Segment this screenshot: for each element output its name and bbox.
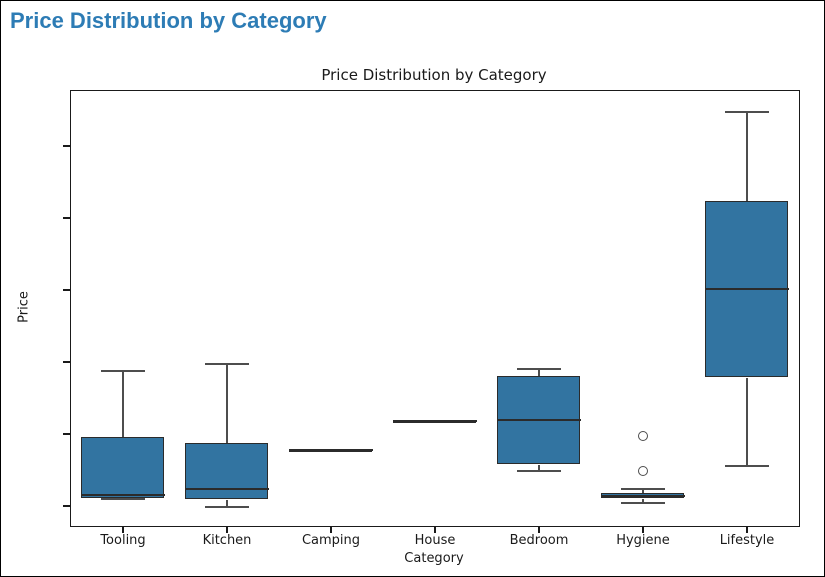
box-lifestyle [705, 201, 788, 378]
whisker-cap-camping [309, 448, 353, 451]
median-lifestyle [705, 287, 789, 290]
y-axis-tick [63, 505, 70, 507]
y-axis-tick [63, 433, 70, 435]
whisker-cap-tooling [101, 370, 145, 373]
page-title: Price Distribution by Category [10, 8, 327, 33]
box-bedroom [497, 375, 580, 465]
whisker-cap-lifestyle [725, 464, 769, 467]
chart-title: Price Distribution by Category [321, 66, 547, 84]
box-kitchen [185, 442, 268, 499]
median-camping [289, 448, 373, 451]
x-tick-label-tooling: Tooling [100, 533, 146, 548]
whisker-kitchen [226, 499, 228, 507]
box-tooling [81, 436, 164, 499]
whisker-cap-camping [309, 448, 353, 451]
x-axis-tick [642, 527, 644, 533]
median-hygiene [601, 494, 685, 497]
median-kitchen [185, 488, 269, 491]
box-house [393, 421, 476, 424]
x-axis-label: Category [404, 551, 464, 566]
whisker-cap-bedroom [517, 470, 561, 473]
whisker-cap-house [413, 420, 457, 423]
x-axis-tick [122, 527, 124, 533]
y-axis-tick [63, 217, 70, 219]
y-axis-tick [63, 361, 70, 363]
y-axis-label: Price [16, 291, 32, 323]
whisker-cap-house [413, 420, 457, 423]
x-tick-label-bedroom: Bedroom [509, 533, 569, 548]
x-axis-tick [330, 527, 332, 533]
x-axis-tick [746, 527, 748, 533]
median-bedroom [497, 418, 581, 421]
x-tick-label-lifestyle: Lifestyle [719, 533, 775, 548]
whisker-kitchen [226, 364, 228, 443]
whisker-cap-kitchen [205, 505, 249, 508]
whisker-lifestyle [746, 378, 748, 466]
whisker-cap-kitchen [205, 363, 249, 366]
box-hygiene [601, 492, 684, 499]
whisker-lifestyle [746, 111, 748, 202]
whisker-bedroom [538, 465, 540, 472]
x-axis-tick [226, 527, 228, 533]
whisker-hygiene [642, 499, 644, 503]
plot-area: Tooling Kitchen Camping House Bedroom Hygiene… [63, 90, 800, 548]
whisker-cap-hygiene [621, 501, 665, 504]
x-axis-tick [434, 527, 436, 533]
x-tick-label-hygiene: Hygiene [616, 533, 670, 548]
whisker-cap-bedroom [517, 367, 561, 370]
whisker-bedroom [538, 368, 540, 376]
whisker-cap-hygiene [621, 488, 665, 491]
box-camping [289, 449, 372, 452]
whisker-cap-tooling [101, 498, 145, 501]
median-house [393, 420, 477, 423]
y-axis-tick [63, 145, 70, 147]
x-axis-tick [538, 527, 540, 533]
outlier-hygiene [638, 430, 648, 441]
outlier-hygiene [638, 466, 648, 477]
y-axis-tick [63, 289, 70, 291]
median-tooling [81, 494, 165, 497]
whisker-tooling [122, 371, 124, 437]
x-tick-label-camping: Camping [301, 533, 361, 548]
x-tick-label-house: House [414, 533, 456, 548]
whisker-cap-lifestyle [725, 110, 769, 113]
whisker-hygiene [642, 489, 644, 493]
x-tick-label-kitchen: Kitchen [202, 533, 252, 548]
